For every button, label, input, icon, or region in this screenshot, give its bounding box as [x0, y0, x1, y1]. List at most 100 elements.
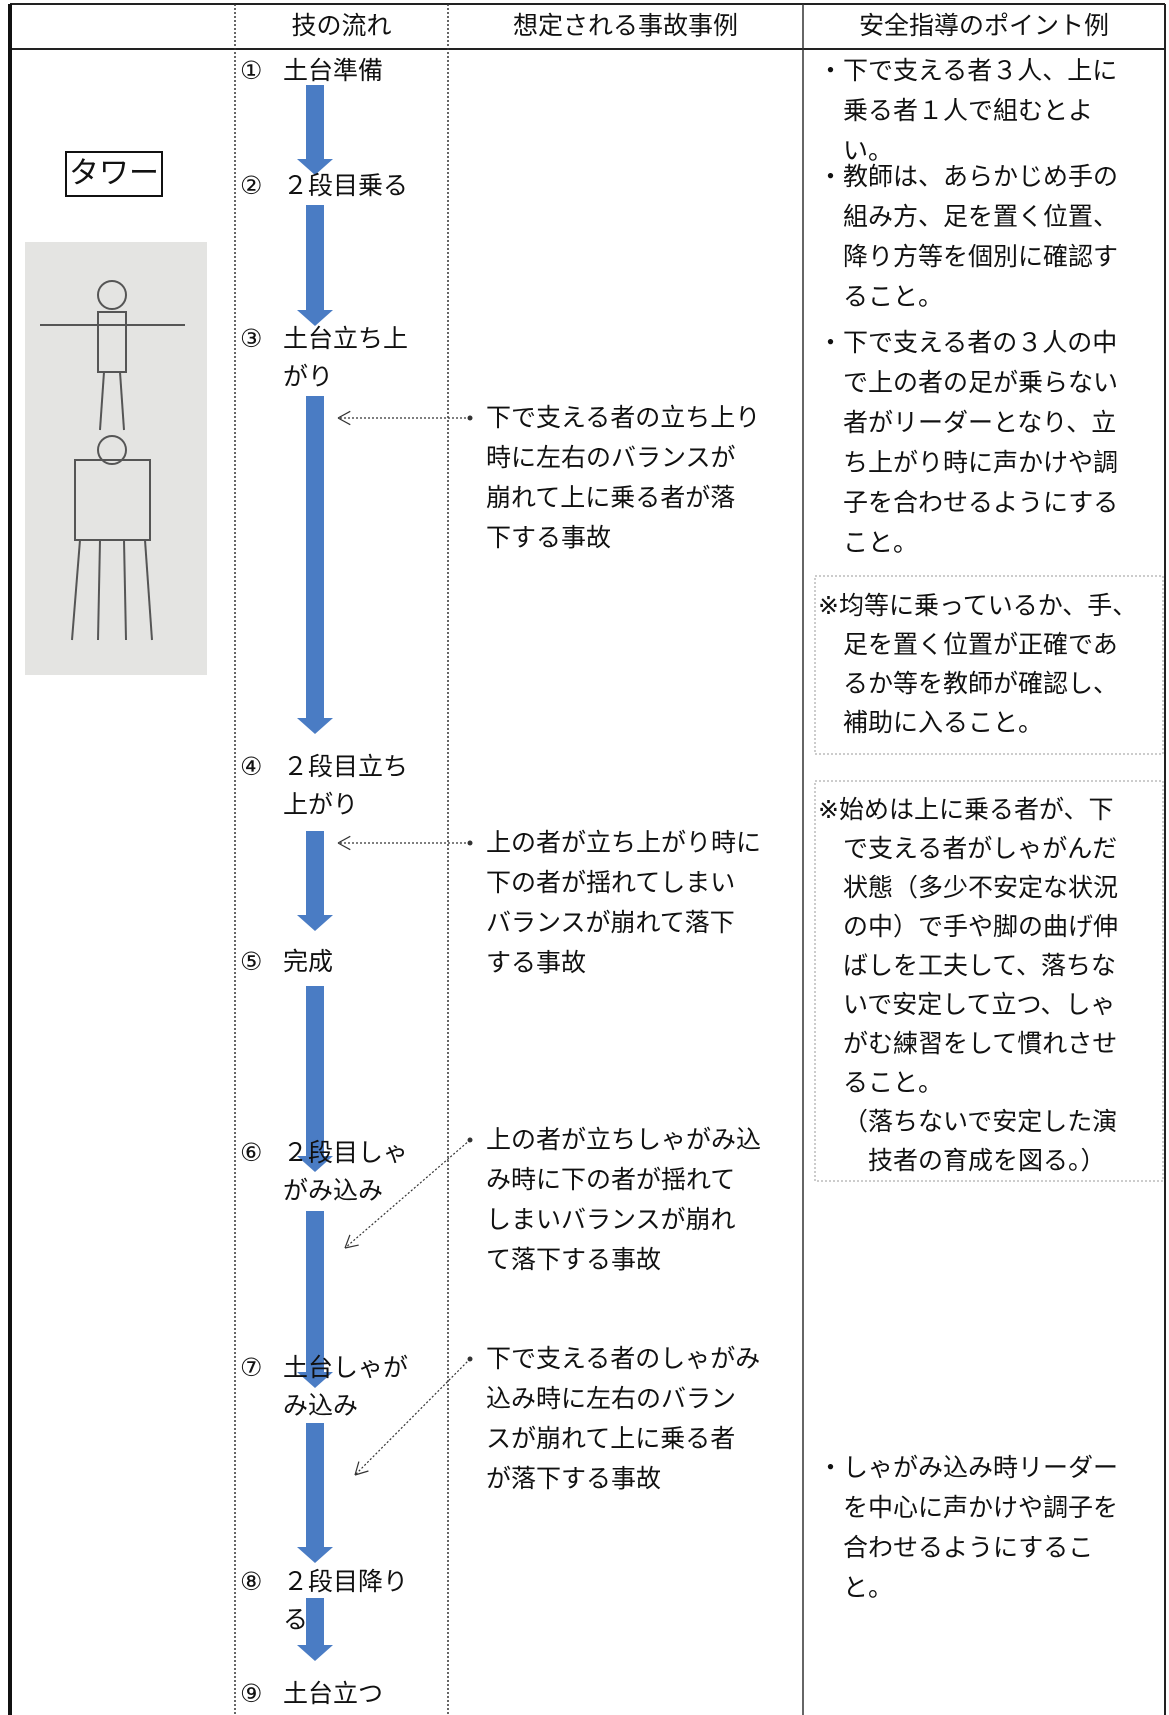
flow-arrow: [306, 396, 324, 720]
safety-point: ・しゃがみ込み時リーダー: [818, 1453, 1119, 1482]
connector: [344, 1139, 471, 1249]
flow-arrow-head: [297, 718, 333, 734]
flow-arrow-head: [297, 1547, 333, 1563]
safety-point: こと。: [843, 528, 919, 557]
accident-text: バランスが崩れて落下: [486, 908, 735, 937]
accident-text: スが崩れて上に乗る者: [486, 1424, 736, 1453]
flow-arrow: [306, 1423, 324, 1549]
safety-point: い。: [843, 136, 894, 165]
safety-note: で支える者がしゃがんだ: [843, 834, 1118, 863]
column-header: 安全指導のポイント例: [858, 11, 1109, 40]
safety-point: ・下で支える者の３人の中: [818, 328, 1118, 357]
flow-arrow: [306, 986, 324, 1158]
connector-dot: [467, 1356, 473, 1362]
connector-head: [337, 842, 351, 851]
safety-note: 補助に入ること。: [843, 708, 1044, 737]
step-text: 土台立つ: [283, 1679, 384, 1708]
accident-text: 崩れて上に乗る者が落: [486, 483, 736, 512]
accident-text: 込み時に左右のバラン: [486, 1384, 737, 1413]
connector-head: [354, 1470, 369, 1476]
step-text: がり: [283, 362, 334, 391]
safety-point: ること。: [843, 282, 944, 311]
flow-arrow: [306, 85, 324, 161]
step-number: ⑨: [240, 1679, 263, 1708]
safety-note: 足を置く位置が正確であ: [843, 630, 1118, 659]
step-text: ２段目しゃ: [283, 1138, 409, 1167]
connector-head: [337, 835, 351, 844]
safety-note: の中）で手や脚の曲げ伸: [843, 912, 1119, 941]
flow-arrow-head: [297, 310, 333, 326]
step-text: 土台しゃが: [283, 1353, 409, 1382]
flow-arrow: [306, 831, 324, 917]
safety-point: で上の者の足が乗らない: [843, 368, 1119, 397]
safety-point: 合わせるようにするこ: [843, 1533, 1094, 1562]
step-text: ２段目降り: [283, 1567, 409, 1596]
step-text: 完成: [283, 947, 334, 976]
step-number: ⑧: [240, 1567, 263, 1596]
accident-text: しまいバランスが崩れ: [486, 1205, 736, 1234]
safety-note: ばしを工夫して、落ちな: [843, 951, 1117, 980]
accident-text: て落下する事故: [486, 1245, 662, 1274]
flow-arrow: [306, 1211, 324, 1374]
flow-arrow-head: [297, 1156, 333, 1172]
step-text: がみ込み: [283, 1176, 384, 1205]
connector-head: [337, 410, 351, 419]
step-number: ④: [240, 752, 263, 781]
step-text: 上がり: [283, 790, 359, 819]
note-box: [814, 780, 1164, 1182]
title-box: [65, 151, 163, 197]
flow-arrow-head: [297, 1645, 333, 1661]
step-number: ②: [240, 171, 263, 200]
safety-note: るか等を教師が確認し、: [843, 669, 1119, 698]
connector-head: [337, 417, 351, 426]
column-header: 想定される事故事例: [512, 11, 738, 40]
accident-text: み時に下の者が揺れて: [486, 1165, 736, 1194]
accident-text: 下で支える者の立ち上り: [486, 403, 761, 432]
step-text: 土台準備: [283, 56, 384, 85]
step-text: ２段目乗る: [283, 171, 409, 200]
safety-point: ・下で支える者３人、上に: [818, 56, 1118, 85]
safety-note: （落ちないで安定した演: [843, 1107, 1118, 1136]
safety-note: 技者の育成を図る。）: [868, 1146, 1106, 1175]
step-text: ２段目立ち: [283, 752, 409, 781]
safety-point: 乗る者１人で組むとよ: [843, 96, 1094, 125]
accident-text: 下の者が揺れてしまい: [486, 868, 736, 897]
step-number: ⑦: [240, 1353, 263, 1382]
accident-text: する事故: [486, 948, 587, 977]
step-text: 土台立ち上: [283, 324, 409, 353]
safety-point: 者がリーダーとなり、立: [843, 408, 1117, 437]
step-number: ⑤: [240, 947, 263, 976]
flow-arrow-head: [297, 159, 333, 175]
accident-text: 上の者が立ちしゃがみ込: [486, 1125, 762, 1154]
connector-dot: [467, 415, 473, 421]
connector-dot: [467, 1137, 473, 1143]
safety-note: ※均等に乗っているか、手、: [818, 591, 1138, 620]
step-text: る: [283, 1605, 309, 1634]
accident-text: 下する事故: [486, 523, 612, 552]
accident-text: 下で支える者のしゃがみ: [486, 1344, 761, 1373]
flow-arrow: [306, 205, 324, 312]
safety-point: 子を合わせるようにする: [843, 488, 1119, 517]
connector-head: [344, 1244, 359, 1249]
flow-arrow: [306, 1598, 324, 1647]
connector-dot: [467, 840, 473, 846]
accident-text: 時に左右のバランスが: [486, 443, 736, 472]
accident-text: 上の者が立ち上がり時に: [486, 828, 762, 857]
safety-note: がむ練習をして慣れさせ: [843, 1029, 1118, 1058]
step-text: み込み: [283, 1391, 359, 1420]
flow-arrow-head: [297, 915, 333, 931]
safety-point: ち上がり時に声かけや調: [843, 448, 1119, 477]
safety-note: ること。: [843, 1068, 944, 1097]
column-header: 技の流れ: [291, 11, 392, 40]
accident-text: が落下する事故: [486, 1464, 662, 1493]
title: タワー: [69, 156, 159, 191]
connector-head: [344, 1234, 351, 1249]
step-number: ③: [240, 324, 263, 353]
safety-point: と。: [843, 1573, 894, 1602]
safety-note: 状態（多少不安定な状況: [843, 873, 1119, 902]
safety-note: いで安定して立つ、しゃ: [843, 990, 1116, 1019]
flow-arrow-head: [297, 1372, 333, 1388]
step-number: ①: [240, 56, 263, 85]
